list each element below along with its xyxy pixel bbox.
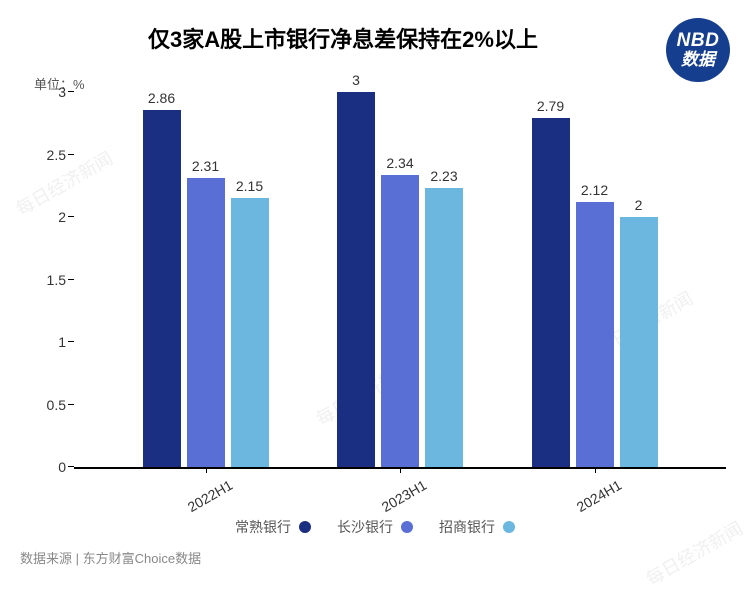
- legend-item: 常熟银行: [235, 517, 311, 537]
- badge-line2: 数据: [681, 51, 715, 69]
- bar: [187, 178, 225, 467]
- y-tick-mark: [68, 154, 74, 155]
- y-tick-label: 0.5: [32, 397, 66, 413]
- legend-label: 长沙银行: [337, 517, 393, 537]
- y-tick-mark: [68, 91, 74, 92]
- header: 仅3家A股上市银行净息差保持在2%以上 NBD 数据: [0, 0, 750, 82]
- bar-group: 2.862.312.152022H1: [143, 92, 269, 467]
- chart-title: 仅3家A股上市银行净息差保持在2%以上: [20, 18, 666, 54]
- bar-value-label: 3: [326, 72, 386, 88]
- bar-value-label: 2.86: [132, 90, 192, 106]
- bar-group: 32.342.232023H1: [337, 92, 463, 467]
- y-tick-label: 1.5: [32, 272, 66, 288]
- legend-item: 招商银行: [439, 517, 515, 537]
- y-tick-label: 3: [32, 84, 66, 100]
- bar-group: 2.792.1222024H1: [532, 92, 658, 467]
- bar: [532, 118, 570, 467]
- bar-value-label: 2: [609, 197, 669, 213]
- bar-value-label: 2.15: [220, 178, 280, 194]
- legend-label: 招商银行: [439, 517, 495, 537]
- y-tick-mark: [68, 404, 74, 405]
- bar: [381, 175, 419, 468]
- bar-value-label: 2.23: [414, 168, 474, 184]
- chart: 00.511.522.532.862.312.152022H132.342.23…: [32, 92, 726, 469]
- y-tick-label: 1: [32, 334, 66, 350]
- bar: [337, 92, 375, 467]
- y-tick-mark: [68, 279, 74, 280]
- y-tick-mark: [68, 341, 74, 342]
- x-tick-mark: [400, 467, 401, 473]
- y-tick-label: 0: [32, 459, 66, 475]
- y-tick-mark: [68, 466, 74, 467]
- x-tick-mark: [595, 467, 596, 473]
- legend: 常熟银行 长沙银行 招商银行: [0, 517, 750, 537]
- bar-value-label: 2.79: [521, 98, 581, 114]
- bar: [231, 198, 269, 467]
- legend-swatch: [503, 521, 515, 533]
- nbd-badge: NBD 数据: [666, 18, 730, 82]
- badge-line1: NBD: [677, 31, 720, 51]
- bar-value-label: 2.31: [176, 158, 236, 174]
- bar: [620, 217, 658, 467]
- bar: [576, 202, 614, 467]
- bar-value-label: 2.12: [565, 182, 625, 198]
- plot-area: 00.511.522.532.862.312.152022H132.342.23…: [74, 92, 726, 469]
- x-tick-mark: [206, 467, 207, 473]
- y-tick-mark: [68, 216, 74, 217]
- legend-item: 长沙银行: [337, 517, 413, 537]
- legend-label: 常熟银行: [235, 517, 291, 537]
- source-label: 数据来源 | 东方财富Choice数据: [20, 548, 201, 567]
- legend-swatch: [299, 521, 311, 533]
- y-tick-label: 2: [32, 209, 66, 225]
- x-tick-label: 2023H1: [379, 477, 429, 515]
- x-tick-label: 2024H1: [573, 477, 623, 515]
- bar: [425, 188, 463, 467]
- y-tick-label: 2.5: [32, 147, 66, 163]
- x-tick-label: 2022H1: [184, 477, 234, 515]
- legend-swatch: [401, 521, 413, 533]
